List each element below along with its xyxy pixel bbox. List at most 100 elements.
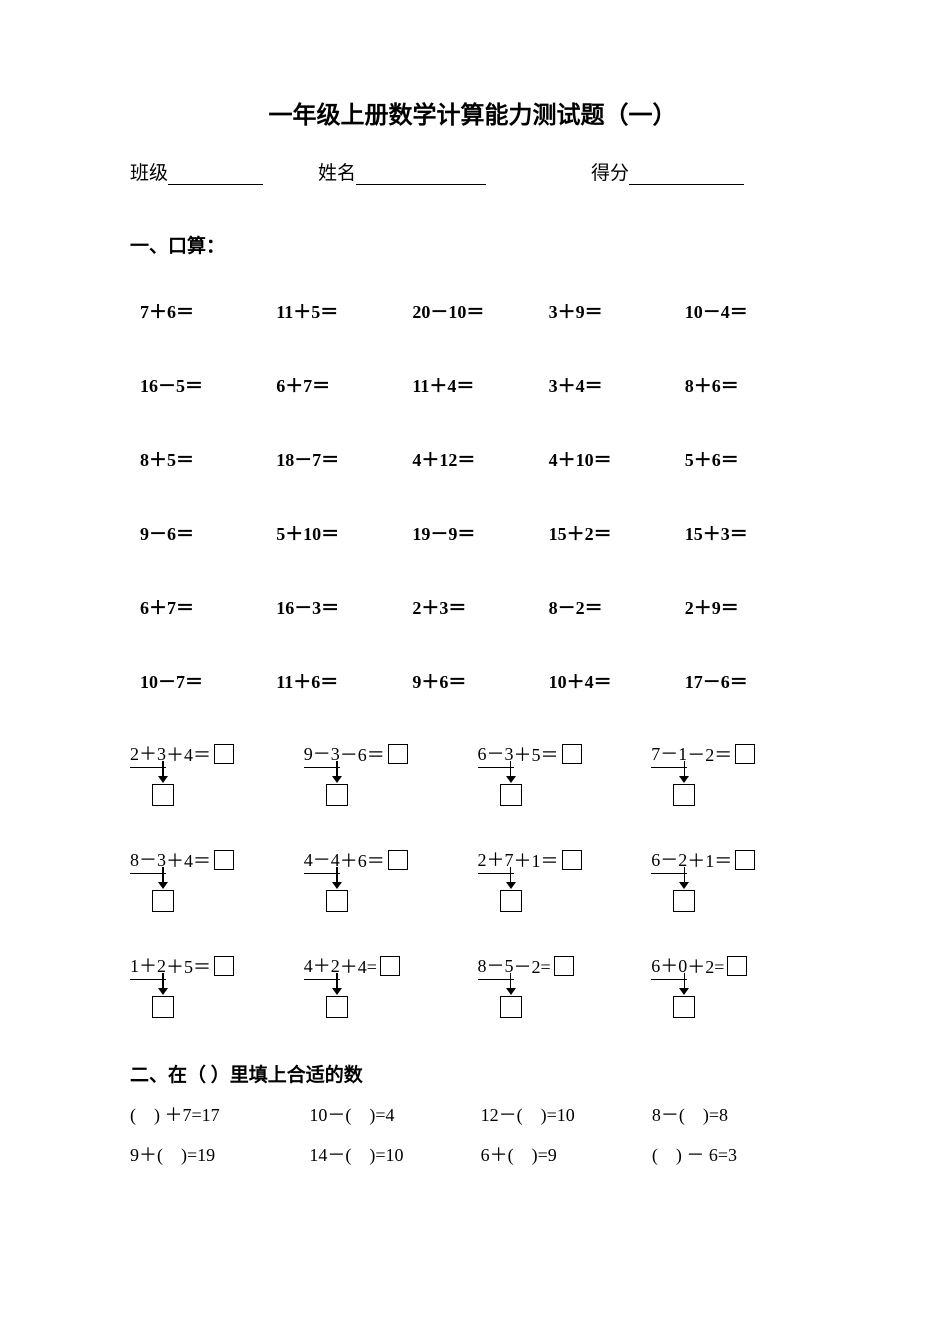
fill-blank-item: 12－( )=10 <box>481 1101 652 1127</box>
worksheet-page: 一年级上册数学计算能力测试题（一） 班级 姓名 得分 一、口算： 7＋6＝11＋… <box>0 0 945 1337</box>
step-problem: 8－3＋4＝ <box>130 846 294 916</box>
class-field: 班级 <box>130 158 263 185</box>
down-arrow-icon <box>152 973 174 995</box>
mental-math-item: 4＋12＝ <box>412 446 542 472</box>
fill-blank-item: ( ) － 6=3 <box>652 1141 815 1167</box>
step-expression: 2＋7＋1＝ <box>478 846 582 874</box>
step-expression: 2＋3＋4＝ <box>130 740 234 768</box>
down-arrow-icon <box>500 867 522 889</box>
step-problem: 2＋3＋4＝ <box>130 740 294 810</box>
down-arrow-icon <box>500 973 522 995</box>
intermediate-box[interactable] <box>326 996 348 1018</box>
mental-math-item: 10－4＝ <box>685 298 815 324</box>
mental-math-item: 11＋5＝ <box>276 298 406 324</box>
step-expression: 6－2＋1＝ <box>651 846 755 874</box>
step-expression: 8－3＋4＝ <box>130 846 234 874</box>
answer-box[interactable] <box>735 744 755 764</box>
answer-box[interactable] <box>735 850 755 870</box>
mental-math-item: 7＋6＝ <box>140 298 270 324</box>
step-expression: 9－3－6＝ <box>304 740 408 768</box>
mental-math-item: 10＋4＝ <box>549 668 679 694</box>
down-arrow-icon <box>326 973 348 995</box>
mental-math-item: 2＋9＝ <box>685 594 815 620</box>
mental-math-item: 19－9＝ <box>412 520 542 546</box>
mental-math-item: 18－7＝ <box>276 446 406 472</box>
mental-math-item: 15＋2＝ <box>549 520 679 546</box>
answer-box[interactable] <box>388 850 408 870</box>
answer-box[interactable] <box>554 956 574 976</box>
mental-math-item: 10－7＝ <box>140 668 270 694</box>
intermediate-box[interactable] <box>673 996 695 1018</box>
mental-math-item: 5＋6＝ <box>685 446 815 472</box>
step-expression: 1＋2＋5＝ <box>130 952 234 980</box>
answer-box[interactable] <box>380 956 400 976</box>
answer-box[interactable] <box>214 744 234 764</box>
mental-math-item: 17－6＝ <box>685 668 815 694</box>
step-expression: 7－1－2＝ <box>651 740 755 768</box>
answer-box[interactable] <box>562 850 582 870</box>
mental-math-item: 2＋3＝ <box>412 594 542 620</box>
intermediate-box[interactable] <box>673 784 695 806</box>
mental-math-item: 9－6＝ <box>140 520 270 546</box>
mental-math-item: 3＋4＝ <box>549 372 679 398</box>
step-problem: 6－3＋5＝ <box>478 740 642 810</box>
mental-math-item: 15＋3＝ <box>685 520 815 546</box>
step-expression: 4＋2＋4= <box>304 952 400 980</box>
mental-math-item: 6＋7＝ <box>276 372 406 398</box>
name-field: 姓名 <box>318 158 486 185</box>
student-info-row: 班级 姓名 得分 <box>130 158 815 185</box>
fill-blank-item: 9＋( )=19 <box>130 1141 309 1167</box>
intermediate-box[interactable] <box>326 784 348 806</box>
mental-math-grid: 7＋6＝11＋5＝20－10＝3＋9＝10－4＝16－5＝6＋7＝11＋4＝3＋… <box>130 298 815 694</box>
answer-box[interactable] <box>214 850 234 870</box>
answer-box[interactable] <box>214 956 234 976</box>
down-arrow-icon <box>152 761 174 783</box>
step-problem: 6－2＋1＝ <box>651 846 815 916</box>
step-problem: 2＋7＋1＝ <box>478 846 642 916</box>
mental-math-item: 16－3＝ <box>276 594 406 620</box>
intermediate-box[interactable] <box>673 890 695 912</box>
fill-blank-item: 8－( )=8 <box>652 1101 815 1127</box>
step-problem: 4＋2＋4= <box>304 952 468 1022</box>
class-label: 班级 <box>130 158 168 185</box>
fill-blank-item: 10－( )=4 <box>309 1101 480 1127</box>
mental-math-item: 8－2＝ <box>549 594 679 620</box>
mental-math-item: 9＋6＝ <box>412 668 542 694</box>
mental-math-item: 8＋6＝ <box>685 372 815 398</box>
section1-heading: 一、口算： <box>130 231 815 258</box>
down-arrow-icon <box>326 867 348 889</box>
intermediate-box[interactable] <box>500 890 522 912</box>
step-problem: 4－4＋6＝ <box>304 846 468 916</box>
name-label: 姓名 <box>318 158 356 185</box>
intermediate-box[interactable] <box>152 784 174 806</box>
intermediate-box[interactable] <box>500 996 522 1018</box>
mental-math-item: 11＋6＝ <box>276 668 406 694</box>
mental-math-item: 6＋7＝ <box>140 594 270 620</box>
intermediate-box[interactable] <box>152 890 174 912</box>
score-blank[interactable] <box>629 165 744 185</box>
step-expression: 6＋0＋2= <box>651 952 747 980</box>
down-arrow-icon <box>673 973 695 995</box>
step-problem: 9－3－6＝ <box>304 740 468 810</box>
down-arrow-icon <box>673 761 695 783</box>
fill-blank-grid: ( ) ＋7=1710－( )=412－( )=108－( )=89＋( )=1… <box>130 1101 815 1167</box>
answer-box[interactable] <box>562 744 582 764</box>
intermediate-box[interactable] <box>500 784 522 806</box>
intermediate-box[interactable] <box>152 996 174 1018</box>
answer-box[interactable] <box>727 956 747 976</box>
name-blank[interactable] <box>356 165 486 185</box>
section2-heading: 二、在（ ）里填上合适的数 <box>130 1060 815 1087</box>
fill-blank-item: 6＋( )=9 <box>481 1141 652 1167</box>
score-field: 得分 <box>591 158 744 185</box>
mental-math-item: 3＋9＝ <box>549 298 679 324</box>
mental-math-item: 16－5＝ <box>140 372 270 398</box>
page-title: 一年级上册数学计算能力测试题（一） <box>130 95 815 130</box>
mental-math-item: 5＋10＝ <box>276 520 406 546</box>
answer-box[interactable] <box>388 744 408 764</box>
step-problem: 1＋2＋5＝ <box>130 952 294 1022</box>
step-problems-grid: 2＋3＋4＝ 9－3－6＝ 6－3＋5＝ 7－1－2＝ 8－3＋4＝ 4－4＋6＝ 2＋7＋… <box>130 740 815 1022</box>
intermediate-box[interactable] <box>326 890 348 912</box>
mental-math-item: 11＋4＝ <box>412 372 542 398</box>
class-blank[interactable] <box>168 165 263 185</box>
mental-math-item: 20－10＝ <box>412 298 542 324</box>
